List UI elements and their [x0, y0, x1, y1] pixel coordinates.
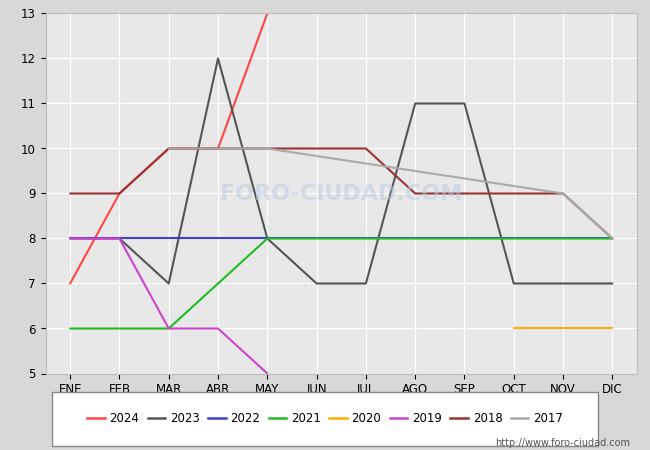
Legend: 2024, 2023, 2022, 2021, 2020, 2019, 2018, 2017: 2024, 2023, 2022, 2021, 2020, 2019, 2018… [83, 407, 567, 430]
Text: Afiliados en Robledo de Corpes a 31/5/2024: Afiliados en Robledo de Corpes a 31/5/20… [157, 15, 493, 30]
Text: FORO-CIUDAD.COM: FORO-CIUDAD.COM [220, 184, 462, 203]
Text: http://www.foro-ciudad.com: http://www.foro-ciudad.com [495, 438, 630, 448]
FancyBboxPatch shape [52, 392, 598, 446]
